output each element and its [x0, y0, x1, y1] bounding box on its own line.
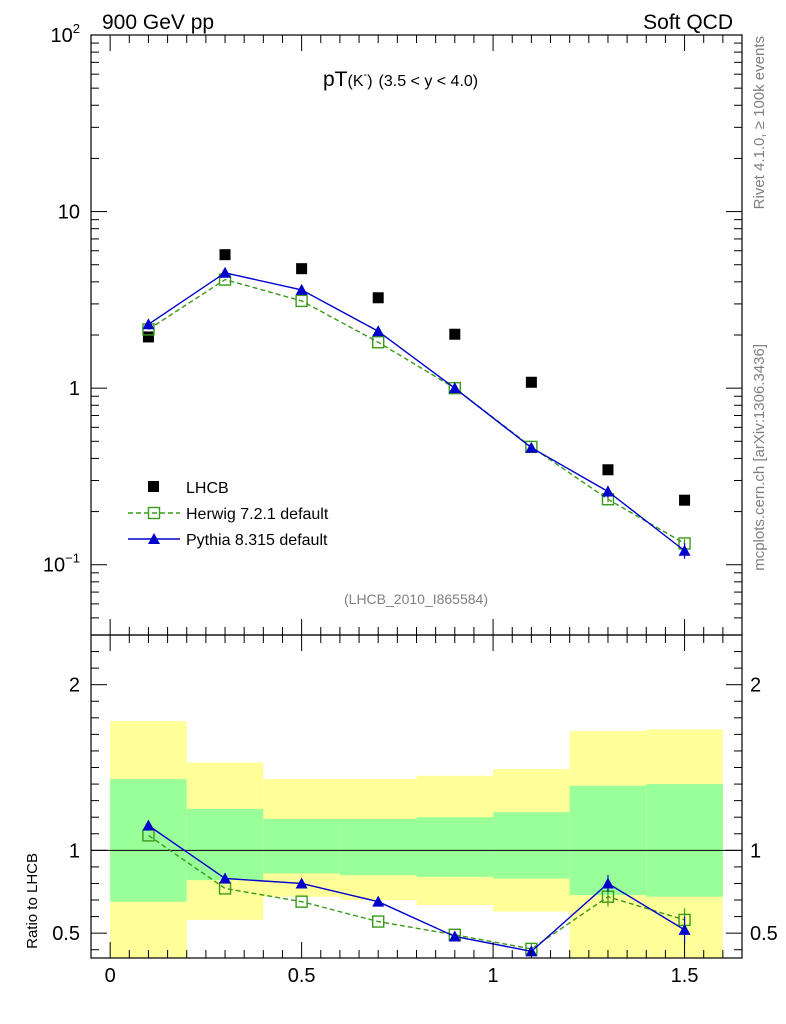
- main-point-pythia: [678, 544, 691, 556]
- main-point-pythia: [525, 441, 538, 453]
- plot-title: pT(K-) (3.5 < y < 4.0): [323, 68, 478, 91]
- legend-marker-pythia: [148, 533, 160, 544]
- main-plot-panel: 10−1 1 10 102 pT(K-) (3.5 < y < 4.0) (LHCB_2…: [43, 21, 743, 636]
- x-tick-label: 0: [105, 965, 116, 987]
- x-tick-label: 0.5: [288, 965, 316, 987]
- header-right: Soft QCD: [643, 11, 733, 34]
- ratio-point-pythia: [372, 895, 385, 907]
- ratio-band-inner: [263, 818, 340, 874]
- ratio-band-inner: [186, 808, 264, 881]
- ratio-band-inner: [416, 817, 494, 877]
- ratio-band-inner: [493, 812, 570, 879]
- main-point-herwig: [372, 336, 385, 349]
- plot-title-close: ): [367, 73, 372, 90]
- ratio-axis-ticks: [91, 635, 742, 958]
- x-tick-label: 1.5: [671, 965, 699, 987]
- ratio-y-tick-label-left: 2: [69, 675, 80, 697]
- ratio-band-inner: [646, 784, 723, 897]
- ratio-point-herwig: [372, 915, 385, 928]
- main-point-pythia: [295, 283, 308, 295]
- legend-marker-herwig: [147, 506, 161, 520]
- x-tick-labels: 0 0.5 1 1.5: [105, 965, 699, 987]
- mcplots-label: mcplots.cern.ch [arXiv:1306.3436]: [751, 344, 768, 571]
- ratio-point-pythia: [142, 819, 155, 831]
- header-left: 900 GeV pp: [102, 11, 214, 34]
- ratio-uncertainty-bands: [110, 721, 723, 958]
- ratio-y-tick-label-right: 0.5: [750, 923, 778, 945]
- ratio-y-tick-labels: 0.5 0.5 1 1 2 2: [52, 675, 778, 945]
- main-point-data: [372, 292, 384, 304]
- main-point-data: [142, 331, 154, 343]
- main-y-tick-labels: 10−1 1 10 102: [43, 21, 80, 577]
- main-point-herwig: [295, 294, 308, 308]
- main-point-pythia: [448, 382, 461, 394]
- legend: LHCB Herwig 7.2.1 default Pythia 8.315 d…: [128, 480, 329, 549]
- plot-title-particle: (K: [348, 73, 364, 90]
- ratio-point-pythia: [678, 923, 691, 935]
- ratio-line-pythia: [148, 824, 685, 953]
- ratio-point-pythia: [295, 877, 308, 889]
- main-point-data: [679, 494, 691, 506]
- ratio-y-tick-label-left: 0.5: [52, 923, 80, 945]
- main-line-pythia: [148, 272, 685, 552]
- main-point-data: [602, 464, 614, 476]
- ratio-plot-panel: 0.5 0.5 1 1 2 2 0 0.5 1 1.5 Ratio to LHCB: [24, 634, 778, 987]
- main-y-tick-label: 1: [69, 378, 80, 400]
- plot-title-charge: -: [364, 69, 368, 81]
- x-tick-label: 1: [488, 965, 499, 987]
- plot-title-pt: pT: [323, 68, 348, 91]
- analysis-id-label: (LHCB_2010_I865584): [344, 591, 488, 607]
- main-y-tick-label: 10: [58, 202, 80, 224]
- main-point-data: [219, 249, 231, 261]
- main-series-layer: [142, 249, 691, 559]
- plot-title-range: (3.5 < y < 4.0): [379, 73, 479, 90]
- ratio-point-pythia: [601, 877, 614, 889]
- ratio-point-herwig: [295, 895, 308, 908]
- legend-marker-data: [148, 481, 159, 492]
- main-axis-ticks: [91, 34, 742, 636]
- ratio-point-pythia: [219, 872, 232, 884]
- main-point-pythia: [601, 485, 614, 497]
- ratio-y-tick-label-left: 1: [69, 840, 80, 862]
- legend-label-data: LHCB: [186, 480, 229, 497]
- ratio-band-inner: [339, 818, 417, 876]
- main-point-pythia: [219, 266, 232, 278]
- ratio-line-herwig: [148, 834, 685, 950]
- main-point-data: [296, 263, 308, 275]
- ratio-point-pythia: [448, 930, 461, 942]
- ratio-y-tick-label-right: 2: [750, 675, 761, 697]
- rivet-version-label: Rivet 4.1.0, ≥ 100k events: [751, 36, 768, 209]
- main-point-data: [449, 328, 461, 340]
- main-y-tick-label: 102: [51, 21, 80, 47]
- main-point-pythia: [372, 325, 385, 337]
- main-point-pythia: [142, 318, 155, 330]
- legend-label-herwig: Herwig 7.2.1 default: [186, 506, 329, 523]
- main-y-tick-label: 10−1: [43, 551, 80, 577]
- main-point-data: [525, 376, 537, 388]
- main-line-herwig: [148, 278, 685, 545]
- ratio-y-axis-label: Ratio to LHCB: [24, 853, 41, 949]
- legend-label-pythia: Pythia 8.315 default: [186, 532, 328, 549]
- ratio-y-tick-label-right: 1: [750, 840, 761, 862]
